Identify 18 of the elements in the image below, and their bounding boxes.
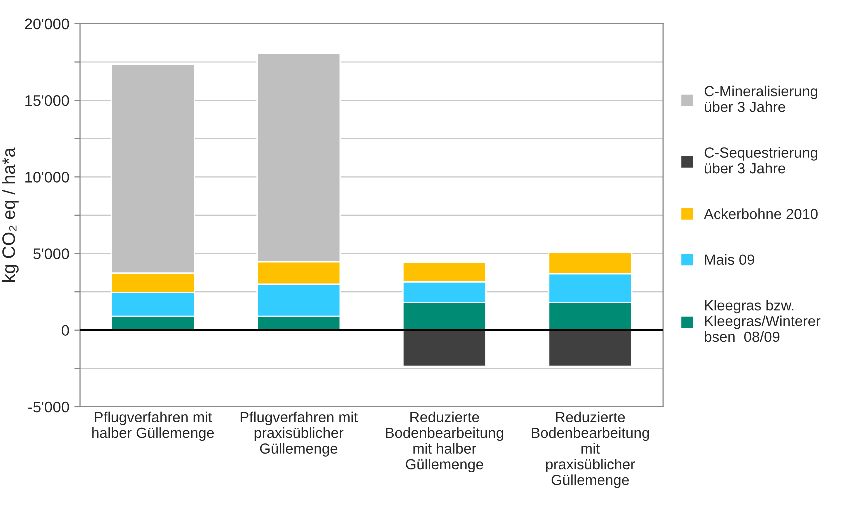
y-axis-title: kg CO₂ eq / ha*a (2, 148, 19, 282)
y-tick-label: -5'000 (28, 402, 70, 413)
x-tick-label: Reduzierte Bodenbearbeitung mit praxisüblicher Güllemenge (532, 412, 650, 488)
y-tick-label: 0 (62, 325, 70, 336)
legend-label: Kleegras bzw. Kleegras/Winterer bsen 08/09 (705, 300, 821, 342)
legend-label: Ackerbohne 2010 (704, 208, 818, 220)
legend-label: C-Mineralisierung über 3 Jahre (704, 86, 818, 112)
bar (548, 330, 633, 368)
x-tick-label: Pflugverfahren mit praxisüblicher Güllemenge (240, 412, 358, 457)
y-tick-label: 15'000 (26, 95, 70, 106)
bar (402, 330, 487, 368)
y-tick-label: 10'000 (26, 172, 70, 183)
y-tick-label: 20'000 (25, 18, 70, 30)
x-tick-label: Pflugverfahren mit halber Güllemenge (92, 412, 214, 442)
legend-label: C-Sequestrierung über 3 Jahre (704, 147, 818, 174)
x-tick-label: Reduzierte Bodenbearbeitung mit halber Güllemenge (386, 412, 504, 473)
legend-label: Mais 09 (705, 254, 755, 266)
y-tick-label: 5'000 (34, 248, 70, 260)
